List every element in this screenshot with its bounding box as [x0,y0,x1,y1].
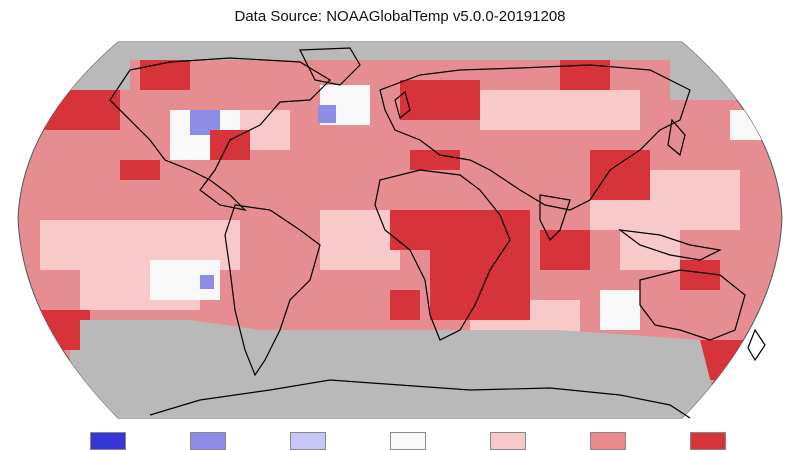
color-legend [0,432,800,450]
legend-swatch-warmer [590,432,626,450]
legend-swatch-much-cooler [90,432,126,450]
world-anomaly-map [17,41,783,419]
legend-swatch-cooler [190,432,226,450]
legend-swatch-much-warmer [690,432,726,450]
legend-swatch-slightly-warmer [490,432,526,450]
coastlines [109,47,766,419]
map-subtitle: Data Source: NOAAGlobalTemp v5.0.0-20191… [234,8,566,25]
anomaly-grid [18,42,782,418]
legend-swatch-near-average [390,432,426,450]
legend-swatch-slightly-cooler [290,432,326,450]
